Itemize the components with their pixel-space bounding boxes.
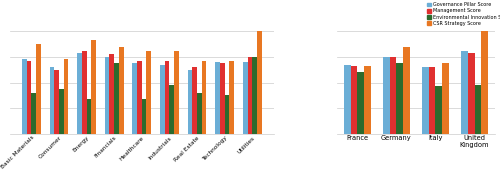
Bar <box>142 99 146 134</box>
Bar <box>26 61 32 134</box>
Bar <box>164 61 170 134</box>
Bar <box>197 93 202 134</box>
Bar <box>224 95 230 134</box>
Bar <box>36 44 41 134</box>
Bar <box>64 59 68 134</box>
Bar <box>146 50 151 134</box>
Bar <box>344 65 350 134</box>
Bar <box>220 63 224 134</box>
Bar <box>403 47 409 134</box>
Legend: Governance Pillar Score, Management Score, Environmental Innovation Score, CSR S: Governance Pillar Score, Management Scor… <box>426 2 500 26</box>
Bar <box>243 62 248 134</box>
Bar <box>358 72 364 134</box>
Bar <box>92 40 96 134</box>
Bar <box>468 53 474 134</box>
Bar <box>119 47 124 134</box>
Bar <box>59 89 64 134</box>
Bar <box>383 57 390 134</box>
Bar <box>248 57 252 134</box>
Bar <box>22 59 26 134</box>
Bar <box>192 67 197 134</box>
Bar <box>442 63 448 134</box>
Bar <box>32 93 36 134</box>
Bar <box>350 66 358 134</box>
Bar <box>396 63 403 134</box>
Bar <box>174 50 179 134</box>
Bar <box>110 54 114 134</box>
Bar <box>364 66 370 134</box>
Bar <box>77 53 82 134</box>
Bar <box>114 63 119 134</box>
Bar <box>230 61 234 134</box>
Bar <box>252 57 257 134</box>
Bar <box>422 67 429 134</box>
Bar <box>170 85 174 134</box>
Bar <box>481 31 488 134</box>
Bar <box>461 50 468 134</box>
Bar <box>257 31 262 134</box>
Bar <box>54 70 59 134</box>
Bar <box>86 99 92 134</box>
Bar <box>390 57 396 134</box>
Bar <box>82 50 86 134</box>
Bar <box>436 86 442 134</box>
Bar <box>429 67 436 134</box>
Bar <box>215 62 220 134</box>
Bar <box>50 67 54 134</box>
Bar <box>160 65 164 134</box>
Bar <box>188 70 192 134</box>
Bar <box>137 61 142 134</box>
Bar <box>105 57 110 134</box>
Bar <box>202 61 206 134</box>
Bar <box>132 63 137 134</box>
Bar <box>474 85 481 134</box>
